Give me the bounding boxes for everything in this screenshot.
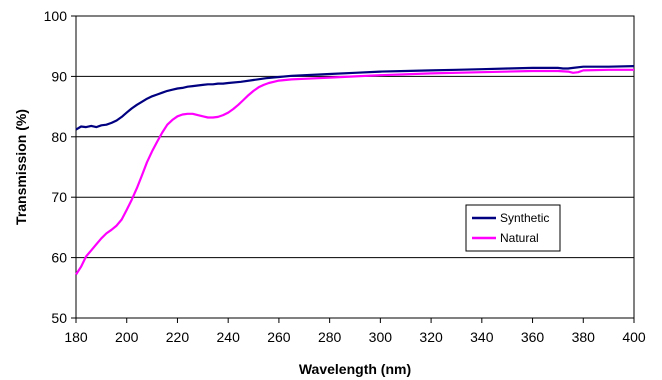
y-tick-label: 90 bbox=[51, 68, 67, 84]
x-tick-label: 320 bbox=[419, 329, 443, 345]
series-lines bbox=[75, 65, 635, 276]
y-tick-label: 60 bbox=[51, 250, 67, 266]
y-tick-label: 50 bbox=[51, 310, 67, 326]
y-tick-label: 80 bbox=[51, 129, 67, 145]
y-tick-label: 100 bbox=[44, 8, 68, 24]
x-tick-label: 220 bbox=[166, 329, 190, 345]
x-tick-label: 360 bbox=[521, 329, 545, 345]
legend-box bbox=[465, 204, 561, 252]
x-tick-label: 260 bbox=[267, 329, 291, 345]
legend-label-natural: Natural bbox=[500, 231, 539, 245]
y-tick-label: 70 bbox=[51, 189, 67, 205]
x-tick-label: 240 bbox=[217, 329, 241, 345]
series-line-synthetic bbox=[75, 65, 635, 131]
x-tick-label: 300 bbox=[369, 329, 393, 345]
x-tick-label: 200 bbox=[115, 329, 139, 345]
x-tick-label: 380 bbox=[572, 329, 596, 345]
legend: Synthetic Natural bbox=[465, 204, 561, 252]
plot-area bbox=[75, 15, 635, 319]
x-axis: 180 200 220 240 260 280 300 320 340 360 380 400 bbox=[64, 318, 646, 345]
y-axis-title: Transmission (%) bbox=[13, 109, 29, 225]
y-axis: 50 60 70 80 90 100 bbox=[44, 8, 76, 326]
x-tick-label: 180 bbox=[64, 329, 88, 345]
x-tick-label: 400 bbox=[622, 329, 646, 345]
x-tick-label: 340 bbox=[470, 329, 494, 345]
legend-label-synthetic: Synthetic bbox=[500, 211, 549, 225]
x-axis-title: Wavelength (nm) bbox=[299, 361, 411, 377]
x-tick-label: 280 bbox=[318, 329, 342, 345]
series-line-natural bbox=[75, 68, 634, 276]
